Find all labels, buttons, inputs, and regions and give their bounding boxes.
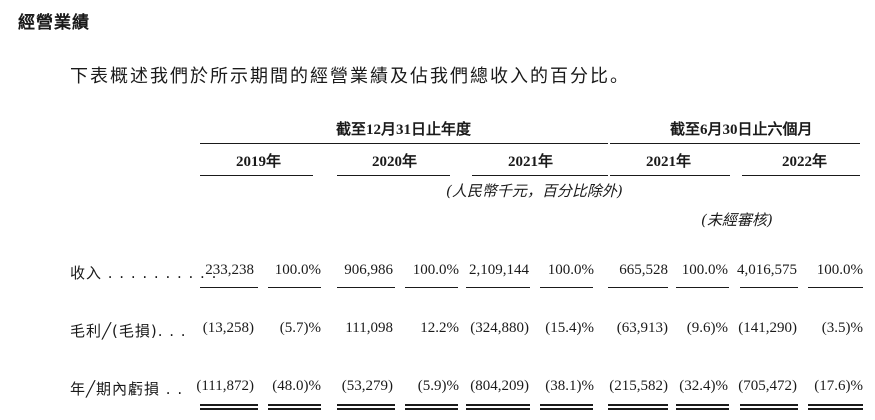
cell-rule — [200, 287, 258, 288]
header-year-rule — [742, 175, 860, 176]
table-cell: 4,016,575 — [737, 262, 797, 278]
table-cell: (13,258) — [202, 320, 254, 336]
table-cell: (111,872) — [196, 378, 254, 394]
header-halfyear-2022: 2022年 — [782, 154, 828, 170]
table-cell: (141,290) — [738, 320, 797, 336]
table-cell: 233,238 — [205, 262, 254, 278]
double-rule — [200, 404, 258, 410]
double-rule — [466, 404, 530, 410]
table-cell: (48.0)% — [272, 378, 321, 394]
table-cell: (17.6)% — [814, 378, 863, 394]
cell-rule — [268, 287, 321, 288]
header-year-2021: 2021年 — [508, 154, 554, 170]
table-cell: (32.4)% — [679, 378, 728, 394]
double-rule — [608, 404, 668, 410]
unaudited-note: (未經審核) — [701, 211, 773, 229]
table-cell: (63,913) — [616, 320, 668, 336]
header-group2-rule — [610, 143, 860, 144]
cell-rule — [608, 287, 668, 288]
double-rule — [405, 404, 458, 410]
table-cell: (324,880) — [470, 320, 529, 336]
table-cell: 906,986 — [344, 262, 393, 278]
table-cell: (38.1)% — [545, 378, 594, 394]
double-rule — [540, 404, 593, 410]
table-cell: (9.6)% — [686, 320, 728, 336]
table-cell: 111,098 — [345, 320, 393, 336]
table-cell: (53,279) — [341, 378, 393, 394]
double-rule — [337, 404, 395, 410]
table-cell: (215,582) — [609, 378, 668, 394]
table-cell: (705,472) — [738, 378, 797, 394]
table-cell: 100.0% — [274, 262, 321, 278]
double-rule — [740, 404, 798, 410]
cell-rule — [337, 287, 395, 288]
header-year-rule — [337, 175, 450, 176]
intro-paragraph: 下表概述我們於所示期間的經營業績及佔我們總收入的百分比。 — [70, 66, 630, 87]
table-cell: (804,209) — [470, 378, 529, 394]
header-year-rule — [200, 175, 313, 176]
header-halfyear-2021: 2021年 — [646, 154, 692, 170]
table-cell: 100.0% — [412, 262, 459, 278]
header-halfyear-group: 截至6月30日止六個月 — [670, 122, 813, 138]
table-cell: 665,528 — [619, 262, 668, 278]
table-cell: 100.0% — [547, 262, 594, 278]
double-rule — [268, 404, 321, 410]
table-cell: (3.5)% — [821, 320, 863, 336]
section-title: 經營業績 — [18, 13, 90, 33]
cell-rule — [676, 287, 729, 288]
table-cell: 12.2% — [420, 320, 459, 336]
header-year-rule — [472, 175, 608, 176]
header-year-rule — [610, 175, 730, 176]
cell-rule — [740, 287, 798, 288]
table-cell: (5.9)% — [417, 378, 459, 394]
double-rule — [676, 404, 729, 410]
cell-rule — [466, 287, 530, 288]
header-year-2019: 2019年 — [236, 154, 282, 170]
double-rule — [808, 404, 863, 410]
table-cell: 100.0% — [816, 262, 863, 278]
row-label-gross-profit: 毛利╱(毛損). . . — [70, 322, 187, 340]
row-label-loss: 年╱期內虧損 . . — [70, 380, 184, 398]
cell-rule — [540, 287, 593, 288]
cell-rule — [405, 287, 458, 288]
table-cell: (15.4)% — [545, 320, 594, 336]
header-group1-rule — [200, 143, 608, 144]
table-cell: (5.7)% — [279, 320, 321, 336]
table-cell: 2,109,144 — [469, 262, 529, 278]
header-year-group: 截至12月31日止年度 — [336, 122, 472, 138]
unit-note: (人民幣千元，百分比除外) — [446, 182, 623, 200]
cell-rule — [808, 287, 863, 288]
header-year-2020: 2020年 — [372, 154, 418, 170]
table-cell: 100.0% — [681, 262, 728, 278]
row-label-revenue: 收入 . . . . . . . . . . — [70, 264, 218, 282]
